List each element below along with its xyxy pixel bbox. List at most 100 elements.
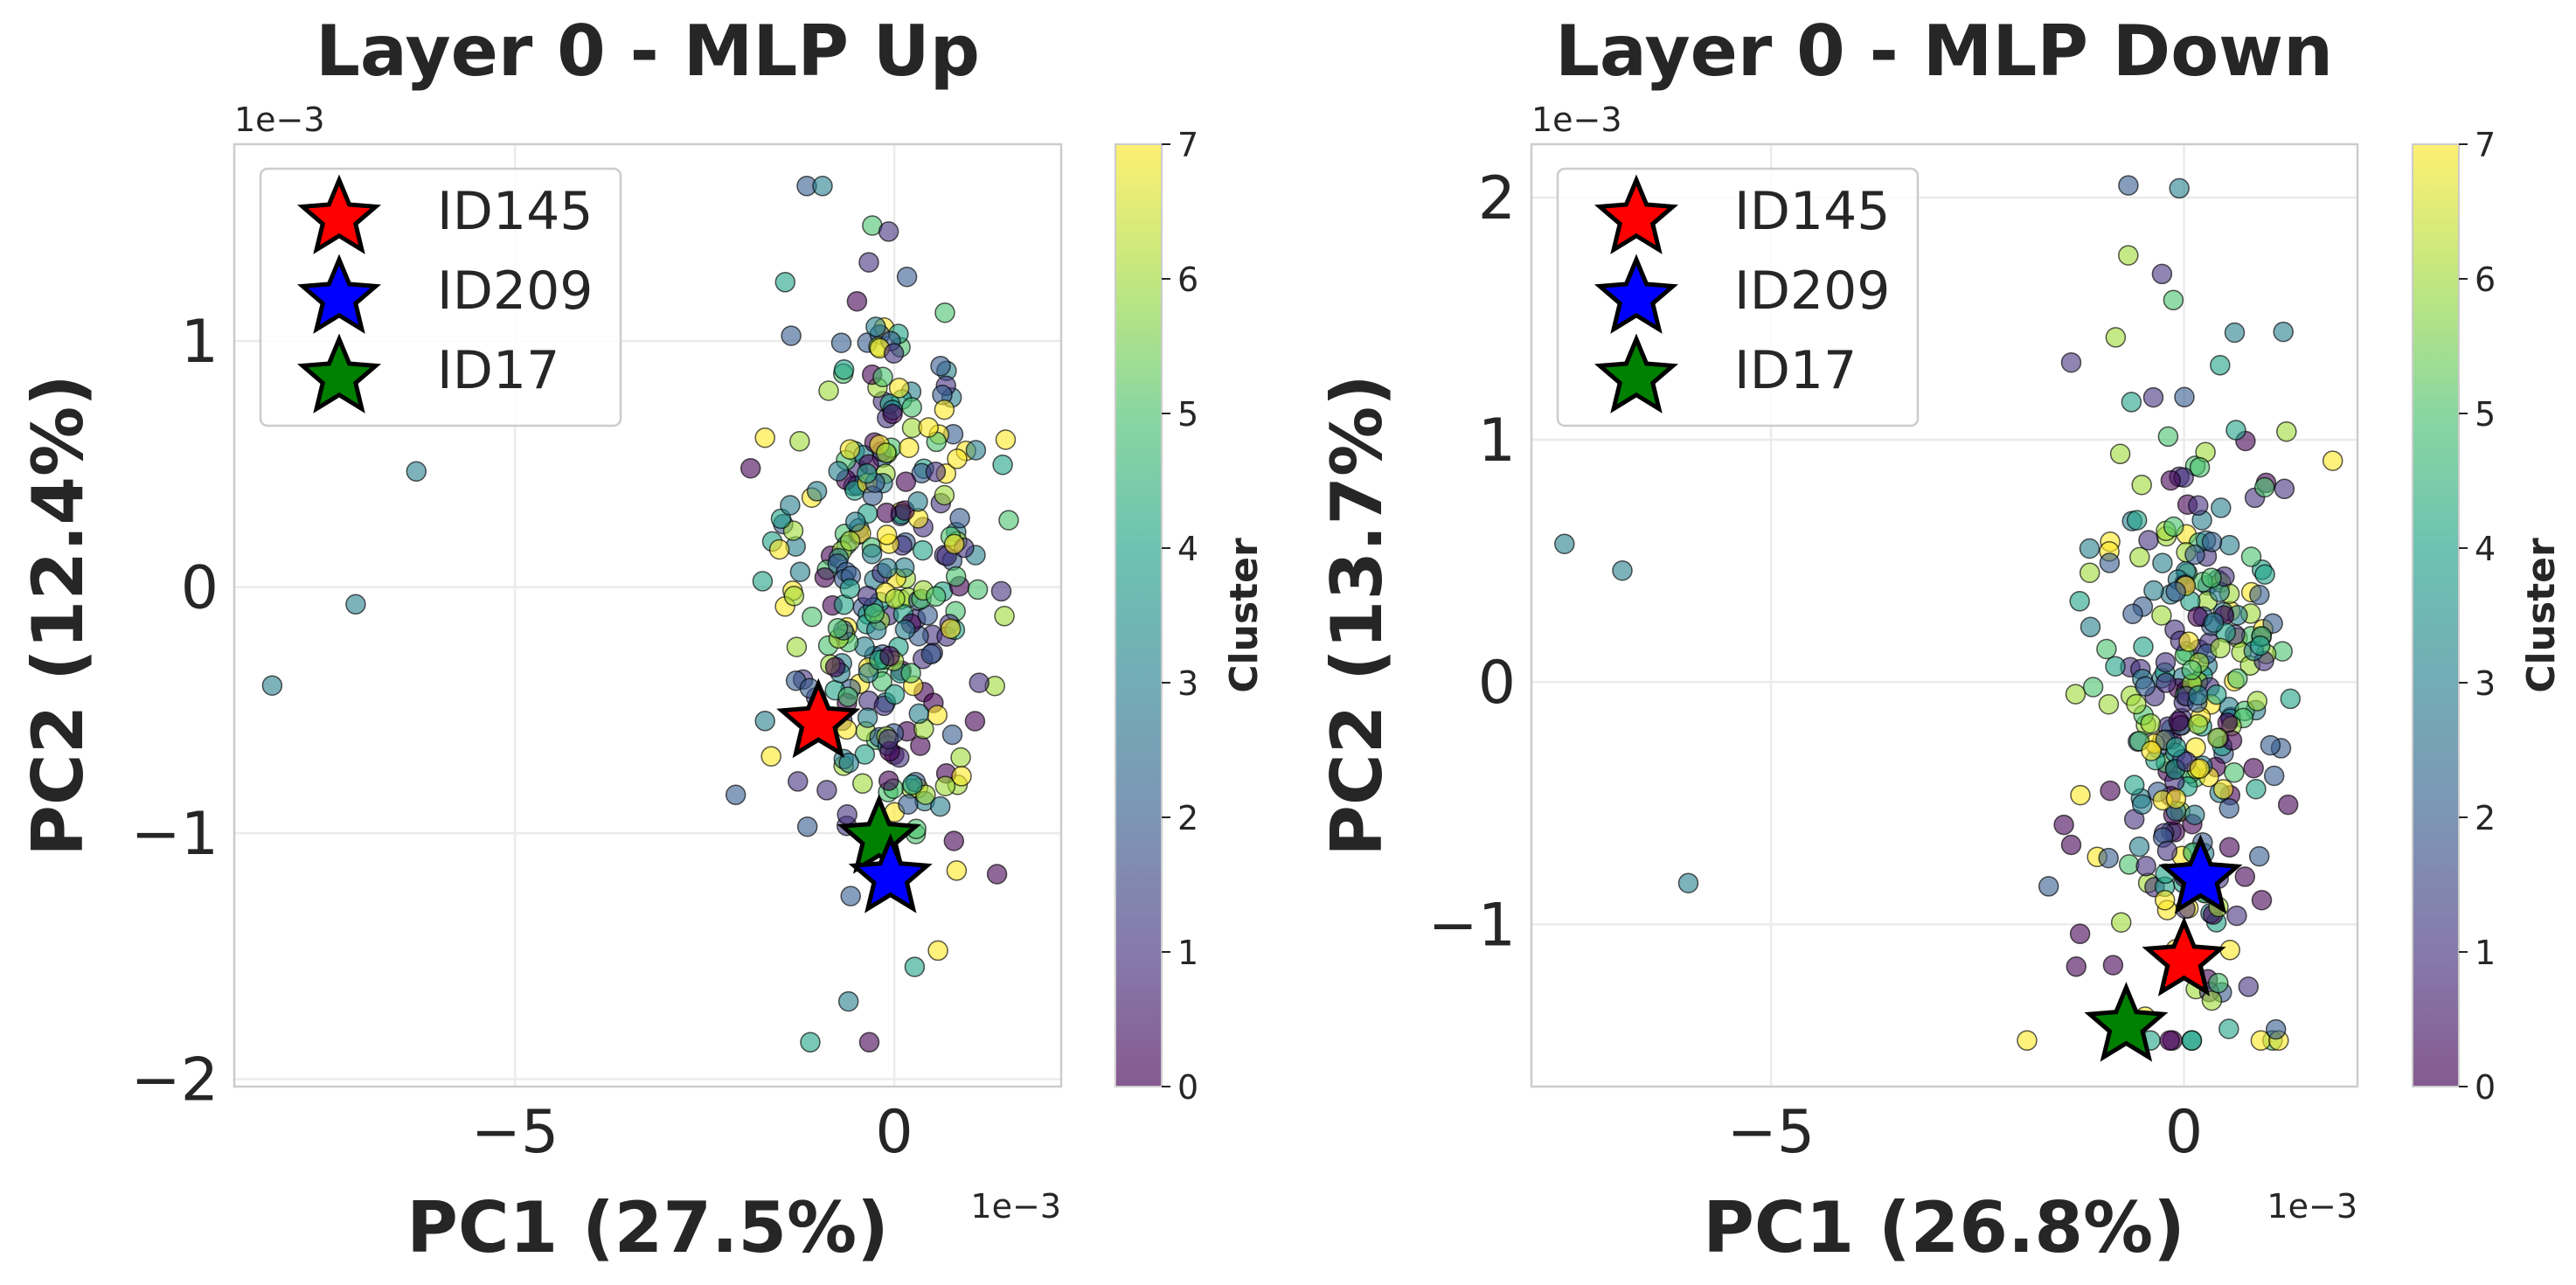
scatter-point xyxy=(2060,351,2082,373)
colorbar-tick-label: 4 xyxy=(2475,530,2496,568)
scatter-point xyxy=(2169,177,2190,199)
scatter-point xyxy=(2201,990,2223,1011)
scatter-point xyxy=(883,343,905,364)
scatter-point xyxy=(995,429,1017,450)
scatter-point xyxy=(990,580,1012,602)
scatter-point xyxy=(918,417,939,438)
scatter-point xyxy=(760,746,781,767)
star-id209 xyxy=(2158,834,2243,914)
scatter-point xyxy=(912,539,934,561)
scatter-point xyxy=(786,636,808,657)
scatter-point xyxy=(2157,426,2179,448)
legend-label-id17: ID17 xyxy=(437,340,559,401)
scatter-point xyxy=(754,711,775,732)
scatter-point xyxy=(965,440,987,461)
colorbar-tick-label: 5 xyxy=(1177,395,1198,434)
scatter-point xyxy=(943,830,965,851)
scatter-point xyxy=(2096,638,2117,660)
scatter-point xyxy=(752,571,774,592)
scatter-point xyxy=(844,511,866,532)
scatter-point xyxy=(857,585,878,607)
scatter-point xyxy=(899,437,920,458)
scatter-point xyxy=(896,266,918,288)
star-id145 xyxy=(2142,916,2226,997)
scatter-point xyxy=(2189,456,2211,478)
scatter-point xyxy=(878,221,899,242)
scatter-point xyxy=(2265,1018,2287,1040)
scatter-point xyxy=(2105,656,2126,677)
scatter-point xyxy=(2156,672,2177,693)
scatter-point xyxy=(2201,567,2222,588)
scatter-point xyxy=(2135,856,2156,877)
scatter-point xyxy=(893,557,915,578)
scatter-point xyxy=(2218,534,2240,556)
scatter-point xyxy=(941,724,963,746)
y-tick-label: −1 xyxy=(131,800,219,869)
scatter-point xyxy=(885,588,906,609)
colorbar-label: Cluster xyxy=(1222,538,1267,693)
scatter-point xyxy=(2151,605,2172,626)
scatter-point xyxy=(925,461,947,483)
colorbar: 0 1 2 3 4 5 6 7 Cluster xyxy=(1114,126,1267,1107)
scatter-point xyxy=(802,606,823,628)
colorbar-tick-label: 0 xyxy=(2475,1068,2496,1107)
x-tick-label: 0 xyxy=(2165,1098,2203,1167)
y-tick-label: 1 xyxy=(1478,406,1516,476)
scatter-point xyxy=(865,316,886,337)
scatter-point xyxy=(754,427,775,448)
scatter-point xyxy=(833,359,855,380)
scatter-point xyxy=(882,403,903,425)
colorbar-tick-label: 0 xyxy=(1177,1068,1198,1107)
y-tick-label: −2 xyxy=(131,1046,219,1115)
scatter-point xyxy=(2263,765,2285,787)
scatter-point xyxy=(2138,530,2159,551)
scatter-point xyxy=(837,804,858,825)
scatter-point xyxy=(2246,778,2267,800)
scatter-point xyxy=(839,439,861,460)
scatter-point xyxy=(2165,788,2187,809)
scatter-point xyxy=(2069,923,2091,945)
scatter-point xyxy=(910,735,931,756)
scatter-point xyxy=(827,617,849,639)
scatter-point xyxy=(900,663,921,684)
scatter-point xyxy=(2249,635,2271,656)
scatter-point xyxy=(2227,668,2248,689)
scatter-point xyxy=(2038,876,2059,897)
colorbar-tick-label: 6 xyxy=(1177,260,1198,299)
scatter-point xyxy=(840,886,861,906)
scatter-point xyxy=(2280,688,2302,710)
scatter-point xyxy=(2208,972,2229,994)
legend-label-id17: ID17 xyxy=(1734,340,1857,401)
x-ticks: −5 0 xyxy=(1727,1098,2203,1167)
legend-marker-id17 xyxy=(1594,333,1678,413)
scatter-point xyxy=(2070,784,2091,806)
scatter-point xyxy=(2165,581,2186,602)
scatter-point xyxy=(2203,612,2225,633)
plot-frame xyxy=(1530,142,2359,1088)
x-axis-label: PC1 (26.8%) xyxy=(1703,1187,2185,1268)
scatter-points xyxy=(261,176,1019,1053)
colorbar-frame xyxy=(1114,143,1163,1087)
chart-mlp-down: −5 0 −1 0 1 2 Layer 0 - MLP Down PC1 (26.8%)… xyxy=(1316,10,2564,1268)
colorbar-tick-label: 2 xyxy=(2475,799,2496,837)
scatter-point xyxy=(2218,798,2239,819)
scatter-point xyxy=(967,579,989,601)
scatter-point xyxy=(920,643,942,665)
scatter-point xyxy=(1677,872,1699,893)
legend-label-id209: ID209 xyxy=(1734,260,1890,322)
colorbar-label: Cluster xyxy=(2519,538,2564,693)
x-tick-label: −5 xyxy=(1727,1098,1815,1167)
scatter-point xyxy=(2212,779,2234,800)
colorbar-tick-label: 7 xyxy=(2475,126,2496,164)
scatter-point xyxy=(2110,912,2132,933)
y-axis-label: PC2 (13.7%) xyxy=(1316,374,1398,857)
scatter-point xyxy=(2017,1030,2038,1052)
scatter-point xyxy=(789,561,811,582)
scatter-point xyxy=(2079,538,2100,559)
scatter-point xyxy=(2140,712,2162,734)
legend: ID145 ID209 ID17 xyxy=(1556,167,1920,427)
colorbar: 0 1 2 3 4 5 6 7 Cluster xyxy=(2412,126,2564,1107)
y-offset-text: 1e−3 xyxy=(234,101,325,139)
scatter-point xyxy=(2118,175,2139,196)
scatter-point xyxy=(934,775,956,796)
